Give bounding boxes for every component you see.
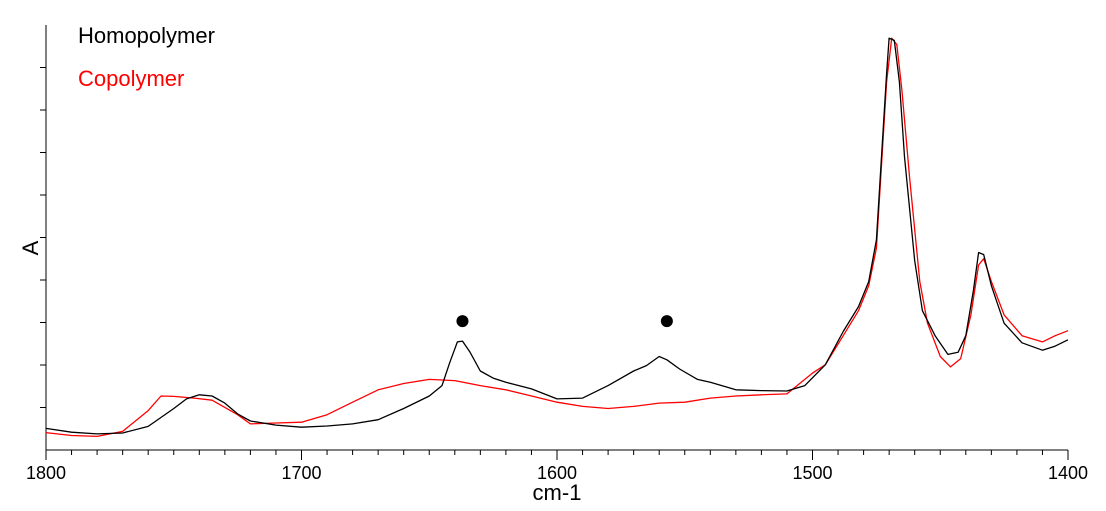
series-line-homopolymer xyxy=(45,37,1069,435)
legend-homopolymer: Homopolymer xyxy=(78,23,215,48)
annotation-layer xyxy=(456,315,673,328)
series-layer xyxy=(45,37,1069,438)
x-tick-label: 1500 xyxy=(792,463,832,483)
legend-copolymer: Copolymer xyxy=(78,66,184,91)
y-axis-title: A xyxy=(18,240,43,255)
x-tick-label: 1600 xyxy=(537,463,577,483)
x-tick-label: 1700 xyxy=(281,463,321,483)
annotation-dot xyxy=(660,315,673,328)
x-axis-title: cm-1 xyxy=(533,480,582,505)
x-tick-label: 1800 xyxy=(26,463,66,483)
annotation-dot xyxy=(456,315,469,328)
chart-axes: 1800 1700 1600 1500 1400 xyxy=(26,25,1088,483)
series-line-copolymer xyxy=(45,37,1069,438)
x-tick-label: 1400 xyxy=(1048,463,1088,483)
